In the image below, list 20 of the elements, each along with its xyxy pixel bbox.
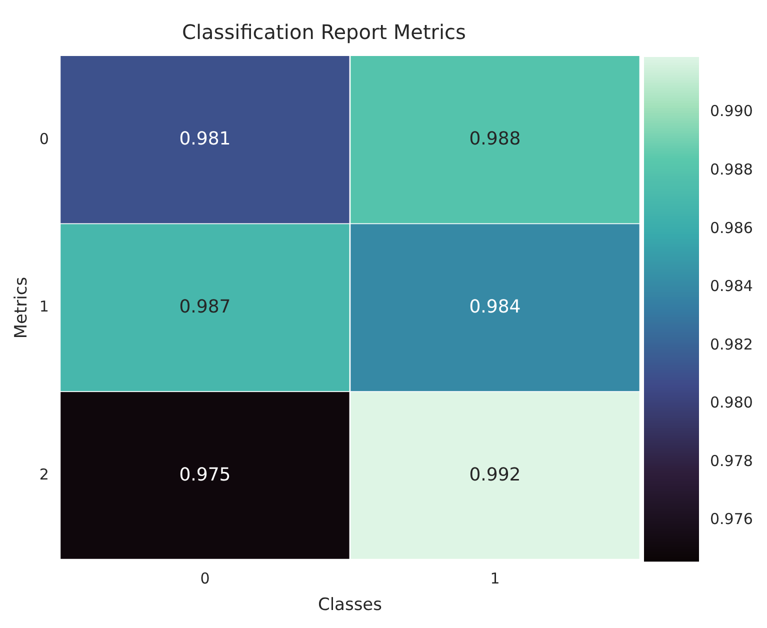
y-axis-title: Metrics (12, 276, 32, 339)
color-bar-label: 0.986 (710, 218, 753, 237)
color-bar-label: 0.980 (710, 394, 753, 412)
data-label: 0.987 (179, 296, 231, 318)
color-bar-label: 0.990 (710, 102, 753, 120)
data-label: 0.981 (179, 128, 231, 150)
color-bar-label: 0.982 (710, 335, 753, 354)
data-label: 0.992 (469, 464, 521, 486)
x-axis-title: Classes (318, 595, 382, 616)
color-bar-label: 0.988 (710, 160, 753, 179)
data-label: 0.984 (469, 296, 521, 318)
y-tick-label: 2 (39, 466, 49, 484)
color-bar-label: 0.978 (710, 452, 753, 470)
data-label: 0.975 (179, 464, 231, 486)
color-bar-label: 0.976 (710, 510, 753, 528)
data-label: 0.988 (469, 128, 521, 150)
y-tick-label: 0 (39, 130, 49, 148)
chart-title: Classification Report Metrics (182, 20, 466, 44)
y-tick-label: 1 (39, 298, 49, 316)
color-bar-label: 0.984 (710, 277, 753, 296)
